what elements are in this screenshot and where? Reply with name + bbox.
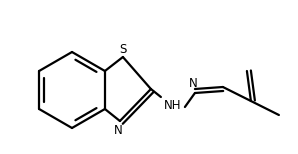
Text: N: N xyxy=(114,124,122,136)
Text: S: S xyxy=(119,43,127,55)
Text: NH: NH xyxy=(164,99,182,111)
Text: N: N xyxy=(189,77,197,89)
